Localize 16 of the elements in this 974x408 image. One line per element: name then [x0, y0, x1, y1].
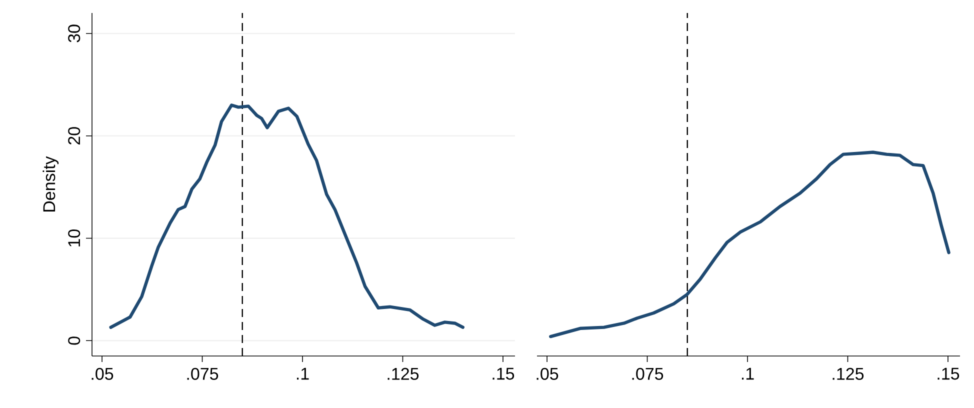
- x-tick-label: .125: [832, 368, 864, 380]
- x-tick-label: .125: [388, 368, 419, 380]
- y-tick-label: 10: [68, 229, 80, 246]
- x-tick-label: .15: [938, 368, 960, 380]
- x-tick-label: .075: [632, 368, 664, 380]
- y-tick-label: 30: [68, 24, 80, 42]
- x-tick-label: .15: [492, 368, 514, 380]
- y-axis-title: Density: [42, 156, 59, 212]
- y-tick-label: 0: [68, 336, 80, 345]
- x-tick-label: .05: [92, 368, 114, 380]
- line-series: [109, 104, 464, 329]
- y-tick-label: 20: [68, 127, 80, 144]
- x-tick-label: .1: [296, 368, 309, 380]
- x-tick-label: .1: [742, 368, 754, 380]
- x-tick-label: .05: [536, 368, 558, 380]
- x-tick-label: .075: [187, 368, 218, 380]
